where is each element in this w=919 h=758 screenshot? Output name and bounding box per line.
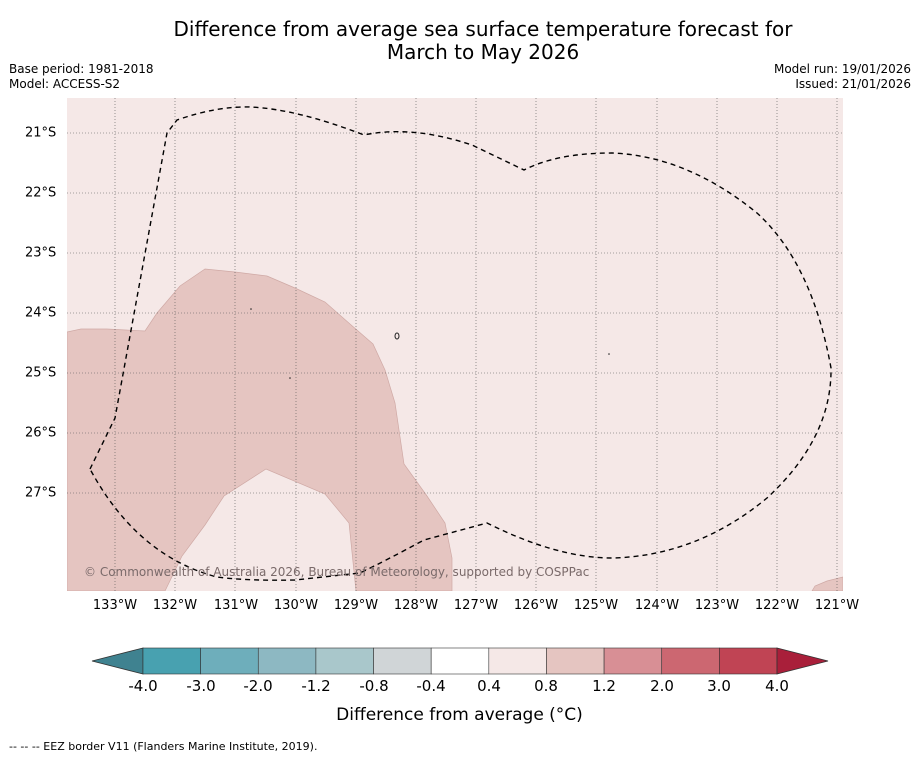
lat-label: 21°S bbox=[25, 125, 57, 141]
colorbar-segment bbox=[373, 647, 432, 675]
base-period: Base period: 1981-2018 bbox=[9, 62, 154, 76]
lon-label: 132°W bbox=[152, 598, 198, 613]
lat-label: 22°S bbox=[25, 185, 57, 201]
lon-label: 123°W bbox=[694, 598, 740, 613]
colorbar-segment bbox=[488, 647, 547, 675]
colorbar-tick: 4.0 bbox=[765, 677, 789, 695]
colorbar-segment bbox=[719, 647, 778, 675]
metadata-left: Base period: 1981-2018 Model: ACCESS-S2 bbox=[9, 62, 154, 92]
copyright-notice: © Commonwealth of Australia 2026, Bureau… bbox=[84, 565, 590, 579]
anomaly-region-southeast bbox=[811, 576, 843, 591]
colorbar-tick: 1.2 bbox=[592, 677, 616, 695]
colorbar-segment bbox=[142, 647, 201, 675]
colorbar-tick: -2.0 bbox=[243, 677, 273, 695]
lon-label: 125°W bbox=[573, 598, 619, 613]
colorbar-tick: -4.0 bbox=[128, 677, 158, 695]
colorbar-tick: -0.8 bbox=[359, 677, 389, 695]
eez-border bbox=[89, 106, 832, 581]
lon-label: 127°W bbox=[453, 598, 499, 613]
lon-label: 133°W bbox=[92, 598, 138, 613]
colorbar-label: Difference from average (°C) bbox=[336, 705, 583, 725]
lon-label: 128°W bbox=[393, 598, 439, 613]
model-name: Model: ACCESS-S2 bbox=[9, 77, 121, 91]
colorbar-tick: 2.0 bbox=[650, 677, 674, 695]
colorbar-tick: 3.0 bbox=[707, 677, 731, 695]
map-svg bbox=[67, 98, 843, 591]
map-title: Difference from average sea surface temp… bbox=[0, 18, 919, 64]
colorbar-segment bbox=[661, 647, 720, 675]
island-marker bbox=[394, 332, 400, 340]
lat-label: 26°S bbox=[25, 425, 57, 441]
metadata-right: Model run: 19/01/2026 Issued: 21/01/2026 bbox=[774, 62, 911, 92]
colorbar-extension-low bbox=[91, 647, 144, 675]
colorbar-segment bbox=[603, 647, 663, 675]
lon-label: 124°W bbox=[634, 598, 680, 613]
title-line-2: March to May 2026 bbox=[386, 40, 580, 64]
eez-footnote: -- -- -- EEZ border V11 (Flanders Marine… bbox=[9, 740, 318, 753]
model-run: Model run: 19/01/2026 bbox=[773, 62, 911, 76]
colorbar-tick: -0.4 bbox=[416, 677, 446, 695]
colorbar-segment bbox=[257, 647, 317, 675]
lat-label: 25°S bbox=[25, 365, 57, 381]
lat-label: 23°S bbox=[25, 245, 57, 261]
lat-label: 24°S bbox=[25, 305, 57, 321]
colorbar-segment bbox=[315, 647, 374, 675]
island-marker bbox=[250, 308, 252, 310]
title-line-1: Difference from average sea surface temp… bbox=[173, 17, 793, 41]
colorbar-segment bbox=[546, 647, 605, 675]
colorbar-extension-high bbox=[776, 647, 829, 675]
colorbar-segments bbox=[91, 647, 829, 675]
lat-label: 27°S bbox=[25, 485, 57, 501]
gridlines bbox=[67, 98, 843, 591]
colorbar-tick: -1.2 bbox=[301, 677, 331, 695]
colorbar-tick: 0.4 bbox=[477, 677, 501, 695]
colorbar-segment bbox=[200, 647, 259, 675]
lon-label: 126°W bbox=[513, 598, 559, 613]
map-panel bbox=[67, 98, 843, 591]
lon-label: 122°W bbox=[754, 598, 800, 613]
colorbar-tick: -3.0 bbox=[186, 677, 216, 695]
island-marker bbox=[289, 377, 291, 379]
lon-label: 129°W bbox=[333, 598, 379, 613]
colorbar-segment bbox=[430, 647, 490, 675]
lon-label: 130°W bbox=[273, 598, 319, 613]
lon-label: 131°W bbox=[213, 598, 259, 613]
issued-date: Issued: 21/01/2026 bbox=[795, 77, 911, 91]
colorbar-tick: 0.8 bbox=[534, 677, 558, 695]
anomaly-region-west bbox=[67, 268, 453, 591]
island-marker bbox=[608, 353, 610, 355]
lon-label: 121°W bbox=[814, 598, 860, 613]
